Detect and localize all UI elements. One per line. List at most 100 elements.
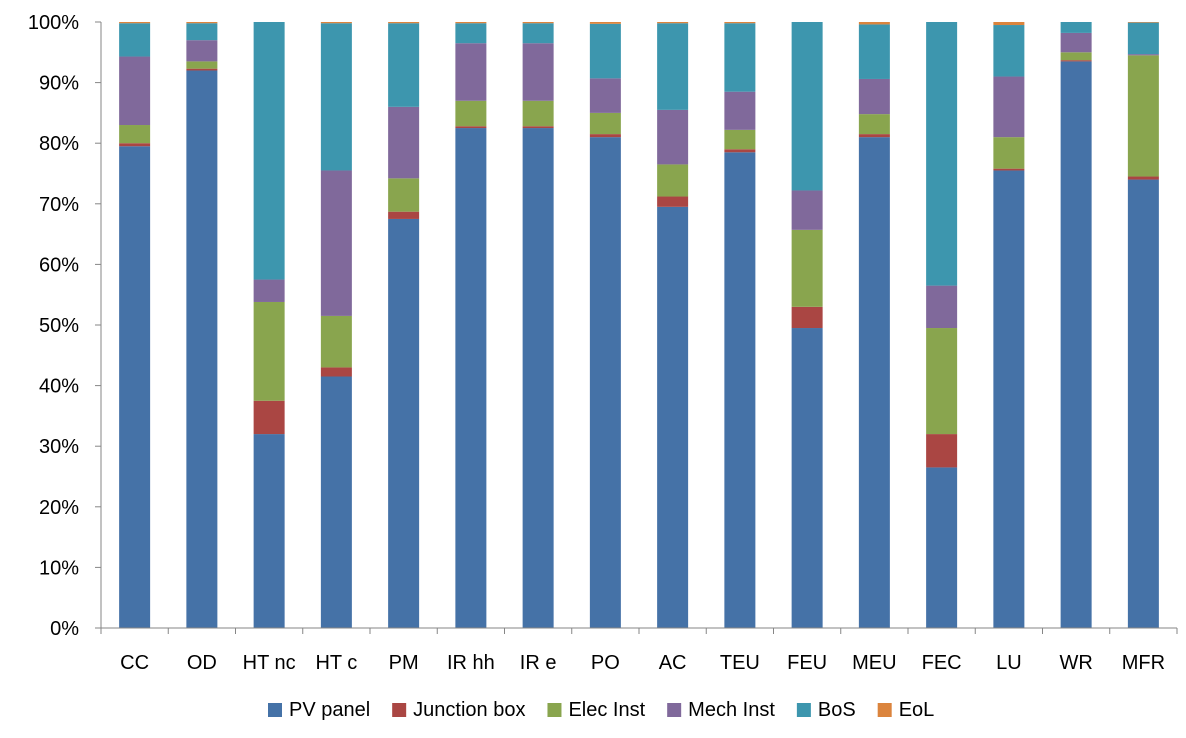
x-tick-label-fec: FEC [922,652,962,674]
bar-segment-junction-box-ir-hh [455,126,487,129]
bar-segment-eol-ht-c [320,22,352,24]
bar-segment-eol-teu [724,22,756,24]
bar-stack-mfr [1127,22,1159,628]
bar-segment-bos-cc [119,23,151,57]
bar-segment-junction-box-feu [791,306,823,329]
bar-segment-bos-fec [926,22,958,286]
bar-segment-pv-panel-teu [724,152,756,629]
bar-segment-bos-meu [858,24,890,79]
legend-item-eol: EoL [877,699,935,721]
bar-segment-mech-inst-ht-c [320,170,352,316]
bar-stack-ht-c [320,22,352,628]
bar-stack-fec [926,22,958,628]
legend-label-mech-inst: Mech Inst [688,699,775,721]
bar-segment-mech-inst-cc [119,56,151,126]
bar-segment-junction-box-ht-nc [253,400,285,435]
bar-segment-junction-box-lu [993,168,1025,171]
y-tick-label: 30% [39,436,79,458]
x-tick-label-lu: LU [996,652,1022,674]
bar-stack-od [186,22,218,629]
bar-segment-elec-inst-feu [791,229,823,307]
bar-segment-junction-box-po [589,134,621,138]
x-tick-label-ir-e: IR e [520,652,557,674]
legend-label-pv-panel: PV panel [289,699,370,721]
y-tick-label: 100% [28,12,79,34]
legend-swatch-bos [796,703,811,717]
bar-segment-junction-box-meu [858,134,890,138]
legend-swatch-mech-inst [667,703,682,717]
x-tick-label-pm: PM [389,652,419,674]
bar-segment-bos-ir-e [522,23,554,44]
bar-segment-bos-ir-hh [455,23,487,44]
bar-segment-elec-inst-wr [1060,52,1092,61]
bar-segment-pv-panel-lu [993,170,1025,628]
bar-segment-pv-panel-ac [657,206,689,628]
x-axis: CC OD HT nc HT c PM IR hh IR e PO AC TEU FEU MEU FEC… [100,627,1178,674]
bar-segment-elec-inst-mfr [1127,55,1159,177]
bar-segment-elec-inst-ht-nc [253,301,285,401]
bar-segment-mech-inst-teu [724,91,756,130]
x-tick-label-od: OD [187,652,217,674]
bar-segment-elec-inst-ht-c [320,315,352,368]
bar-segment-eol-meu [858,22,890,25]
y-tick-label: 70% [39,194,79,216]
bar-segment-mech-inst-fec [926,285,958,329]
bar-stack-teu [724,22,756,629]
bar-segment-bos-wr [1060,22,1092,33]
y-tick-label: 80% [39,133,79,155]
bar-segment-junction-box-ac [657,196,689,207]
bar-stack-cc [119,22,151,629]
legend-item-mech-inst: Mech Inst [667,699,775,721]
bar-segment-mech-inst-ir-e [522,43,554,101]
bar-segment-junction-box-fec [926,434,958,468]
bar-stack-feu [791,22,823,628]
bar-segment-pv-panel-po [589,137,621,628]
legend-item-pv-panel: PV panel [268,699,370,721]
bar-segment-mech-inst-meu [858,78,890,115]
legend-label-eol: EoL [899,699,935,721]
legend-item-elec-inst: Elec Inst [547,699,646,721]
x-tick-label-ac: AC [659,652,687,674]
bar-segment-junction-box-pm [388,211,420,219]
bar-stack-pm [388,22,420,628]
bar-segment-mech-inst-ac [657,109,689,165]
x-tick-label-cc: CC [120,652,149,674]
bar-segment-junction-box-mfr [1127,176,1159,180]
bar-segment-mech-inst-mfr [1127,54,1159,56]
bar-segment-pv-panel-feu [791,328,823,628]
legend-item-junction-box: Junction box [392,699,525,721]
bar-segment-mech-inst-pm [388,106,420,179]
bar-segment-bos-ht-nc [253,22,285,280]
x-tick-label-ir-hh: IR hh [447,652,495,674]
bar-segment-elec-inst-teu [724,129,756,150]
x-tick-label-ht-nc: HT nc [243,652,296,674]
legend-label-elec-inst: Elec Inst [568,699,645,721]
bar-segment-junction-box-cc [119,143,151,147]
bar-segment-pv-panel-ir-hh [455,128,487,629]
bar-segment-elec-inst-od [186,61,218,69]
legend-item-bos: BoS [796,699,856,721]
bar-segment-junction-box-od [186,68,218,71]
y-tick-label: 10% [39,557,79,579]
bar-segment-pv-panel-ht-nc [253,434,285,628]
bar-segment-mech-inst-wr [1060,32,1092,53]
bar-segment-pv-panel-od [186,70,218,629]
bar-segment-bos-lu [993,25,1025,77]
bar-stack-ir-hh [455,22,487,629]
legend-swatch-junction-box [392,703,407,717]
x-tick-label-po: PO [591,652,620,674]
legend: PV panel Junction box Elec Inst Mech Inst Bo… [268,699,934,721]
bar-segment-mech-inst-ht-nc [253,279,285,302]
y-tick-label: 40% [39,376,79,398]
bar-segment-pv-panel-ir-e [522,128,554,629]
bar-segment-pv-panel-meu [858,137,890,628]
bar-segment-mech-inst-po [589,78,621,113]
bar-segment-elec-inst-lu [993,137,1025,169]
bar-segment-elec-inst-ir-e [522,100,554,127]
legend-swatch-eol [877,703,892,717]
x-tick-label-meu: MEU [852,652,896,674]
bar-segment-eol-ir-e [522,22,554,24]
bar-segment-elec-inst-po [589,112,621,135]
legend-label-junction-box: Junction box [413,699,525,721]
bar-segment-junction-box-ir-e [522,126,554,129]
